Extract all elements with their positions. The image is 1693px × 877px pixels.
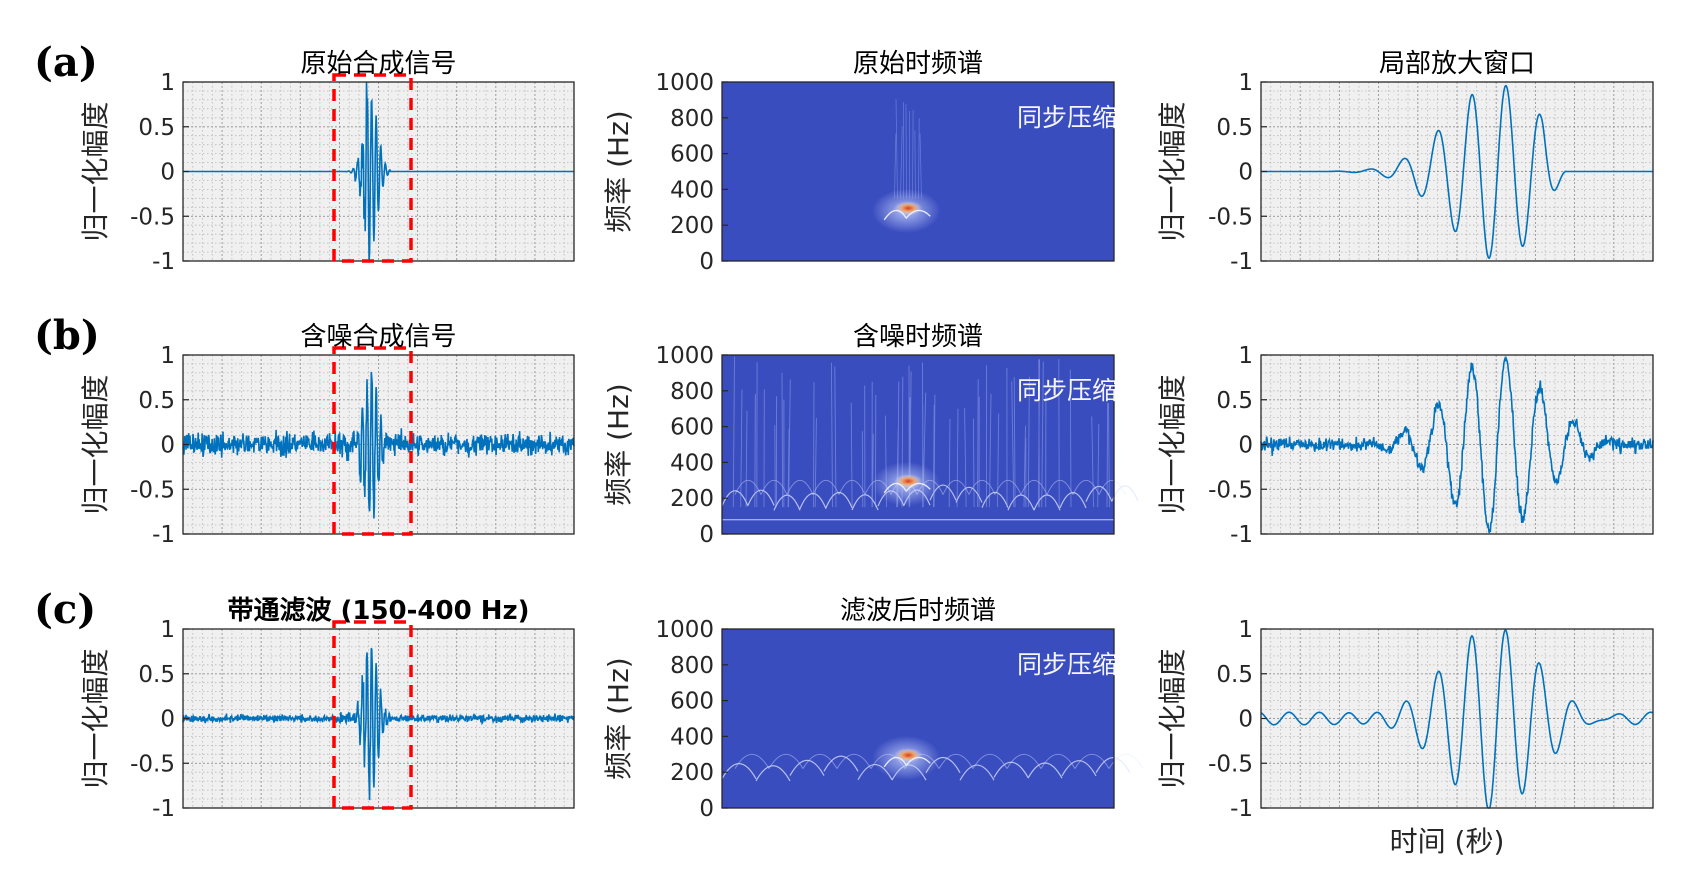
row-c-spectrum-ytick: 400 [670, 724, 714, 750]
row-b-zoom-ytick: -0.5 [1208, 477, 1253, 503]
row-b-zoom-ytick: 0 [1238, 433, 1253, 459]
row-a-spectrum-title: 原始时频谱 [853, 49, 983, 79]
row-b-signal-title: 含噪合成信号 [300, 322, 456, 352]
row-c-letter: (c) [34, 586, 96, 633]
row-b-zoom-ytick: 0.5 [1216, 388, 1253, 414]
row-c-signal-ytick: -1 [152, 796, 175, 822]
row-c-spectrum-watermark: 同步压缩小波变换 [1017, 650, 1217, 679]
row-a-spectrum-ytick: 1000 [655, 70, 714, 96]
row-a-letter: (a) [34, 39, 98, 86]
row-a-signal-ytick: -1 [152, 249, 175, 275]
row-a-signal-panel: 1 0.5 0 -0.5 -1 归一化幅度 原始合成信号 [79, 49, 575, 275]
row-c-signal-ytick: 1 [160, 617, 175, 643]
row-b-signal-ytick: -1 [152, 522, 175, 548]
row-b-spectrum-ytick: 200 [670, 486, 714, 512]
row-b-signal-ytick: 0 [160, 433, 175, 459]
row-a-signal-ytick: 0 [160, 160, 175, 186]
row-a-signal-title: 原始合成信号 [300, 49, 456, 79]
row-b-signal-ytick: -0.5 [130, 477, 175, 503]
row-c-spectrum-ytick: 800 [670, 653, 714, 679]
row-c-zoom-xlabel: 时间 (秒) [1390, 825, 1505, 858]
row-c-spectrum-ytick: 1000 [655, 617, 714, 643]
row-b-spectrum-panel: 1000 800 600 400 200 0 频率 (Hz) 含噪时频谱 [602, 322, 1139, 548]
row-b-zoom-ytick: -1 [1230, 522, 1253, 548]
row-b-spectrum-title: 含噪时频谱 [853, 322, 983, 352]
row-c-signal-ytick: -0.5 [130, 751, 175, 777]
row-b-letter: (b) [34, 312, 100, 359]
row-a-signal-ytick: 1 [160, 70, 175, 96]
row-a-zoom-ytick: -1 [1230, 249, 1253, 275]
row-b-zoom-ytick: 1 [1238, 343, 1253, 369]
row-c-zoom-ytick: -1 [1230, 796, 1253, 822]
row-a-spectrum-ytick: 800 [670, 106, 714, 132]
row-a-zoom-ytick: 0.5 [1216, 115, 1253, 141]
row-a-spectrum-ytick: 600 [670, 142, 714, 168]
row-c-signal-panel: 1 0.5 0 -0.5 -1 归一化幅度 带通滤波 (150-400 Hz) [79, 596, 575, 822]
row-a-spectrum-ytick: 400 [670, 177, 714, 203]
row-a-spectrum-watermark: 同步压缩小波变换 [1017, 103, 1217, 132]
row-b-spectrum-ytick: 0 [699, 522, 714, 548]
row-a-zoom-ytick: -0.5 [1208, 204, 1253, 230]
row-c-zoom-ytick: 1 [1238, 617, 1253, 643]
row-b-signal-ytick: 1 [160, 343, 175, 369]
row-b-spectrum-ytick: 400 [670, 450, 714, 476]
row-c-spectrum-ytick: 200 [670, 760, 714, 786]
row-c-signal-title: 带通滤波 (150-400 Hz) [227, 596, 529, 626]
row-b-spectrum-ytick: 600 [670, 415, 714, 441]
row-b-signal-ylabel: 归一化幅度 [79, 374, 112, 514]
row-b-spectrum-watermark: 同步压缩小波变换 [1017, 376, 1217, 405]
row-c-spectrum-ytick: 600 [670, 689, 714, 715]
row-a-zoom-ytick: 0 [1238, 160, 1253, 186]
row-a-signal-trace [183, 81, 574, 262]
row-a-zoom-panel: 1 0.5 0 -0.5 -1 归一化幅度 局部放大窗口 [1156, 49, 1654, 275]
row-c-zoom-ylabel: 归一化幅度 [1156, 648, 1189, 788]
row-a-zoom-title: 局部放大窗口 [1379, 49, 1535, 79]
row-c-spectrum-ytick: 0 [699, 796, 714, 822]
row-a-zoom-ytick: 1 [1238, 70, 1253, 96]
row-b-zoom-trace [1260, 355, 1654, 534]
row-b-signal-ytick: 0.5 [138, 388, 175, 414]
row-c-signal-ytick: 0 [160, 707, 175, 733]
row-a-spectrum-ytick: 200 [670, 213, 714, 239]
row-c-zoom-trace [1260, 628, 1654, 809]
row-c-zoom-ytick: 0 [1238, 707, 1253, 733]
row-c-highlight-window [332, 620, 413, 810]
row-c-signal-ytick: 0.5 [138, 662, 175, 688]
row-c-signal-trace [182, 647, 575, 801]
row-b-zoom-panel: 1 0.5 0 -0.5 -1 归一化幅度 [1156, 343, 1654, 548]
row-a-zoom-ylabel: 归一化幅度 [1156, 101, 1189, 241]
row-a-spectrum-panel: 1000 800 600 400 200 0 频率 (Hz) 原始时频谱 [602, 49, 1115, 275]
row-b-signal-trace [182, 371, 575, 519]
row-c-zoom-ytick: 0.5 [1216, 662, 1253, 688]
row-b-highlight-window [332, 346, 413, 536]
row-a-zoom-trace [1261, 84, 1653, 259]
row-a-spectrum-ylabel: 频率 (Hz) [602, 110, 635, 233]
row-a-signal-ytick: -0.5 [130, 204, 175, 230]
row-b-spectrum-ytick: 800 [670, 379, 714, 405]
row-a-signal-ytick: 0.5 [138, 115, 175, 141]
row-c-zoom-ytick: -0.5 [1208, 751, 1253, 777]
row-b-zoom-ylabel: 归一化幅度 [1156, 374, 1189, 514]
row-b-spectrum-ytick: 1000 [655, 343, 714, 369]
row-c-signal-ylabel: 归一化幅度 [79, 648, 112, 788]
row-b-signal-panel: 1 0.5 0 -0.5 -1 归一化幅度 含噪合成信号 [79, 322, 575, 548]
row-c-spectrum-title: 滤波后时频谱 [840, 596, 996, 626]
row-c-spectrum-ylabel: 频率 (Hz) [602, 657, 635, 780]
row-b-spectrum-ylabel: 频率 (Hz) [602, 383, 635, 506]
row-a-highlight-window [332, 73, 413, 263]
row-a-signal-ylabel: 归一化幅度 [79, 101, 112, 241]
row-c-spectrum-panel: 1000 800 600 400 200 0 频率 (Hz) 滤波后时频谱 [602, 596, 1144, 822]
row-a-spectrum-ytick: 0 [699, 249, 714, 275]
